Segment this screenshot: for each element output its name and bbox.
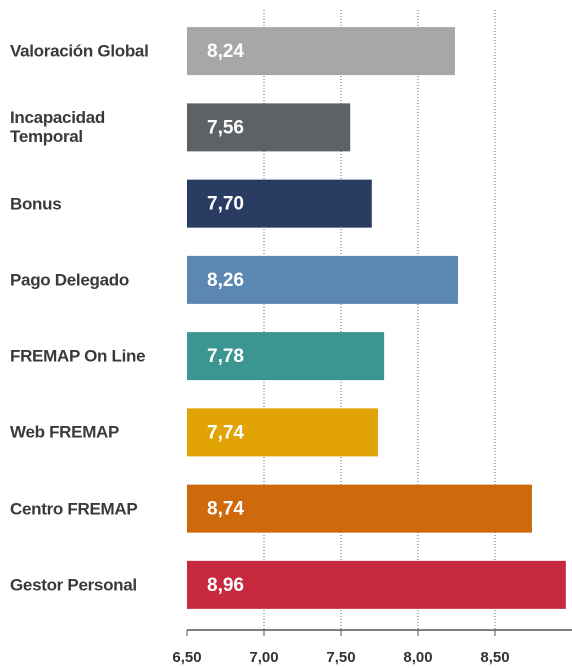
category-label: FREMAP On Line [10,346,146,366]
value-label: 7,74 [207,422,244,443]
value-label: 7,70 [207,194,244,215]
bar [187,332,385,381]
category-label: Valoración Global [10,41,149,61]
category-label: Centro FREMAP [10,499,138,519]
category-label: Pago Delegado [10,270,129,290]
bar [187,560,566,609]
value-label: 8,26 [207,270,244,291]
value-label: 8,74 [207,499,244,520]
x-tick-label: 6,50 [172,649,201,666]
bar [187,27,455,76]
bar [187,103,351,152]
value-label: 7,78 [207,346,244,367]
value-label: 7,56 [207,117,244,138]
x-tick-label: 8,50 [480,649,509,666]
bar [187,255,459,304]
x-tick-label: 7,00 [249,649,278,666]
x-tick-label: 8,00 [403,649,432,666]
value-label: 8,24 [207,41,244,62]
x-tick-label: 7,50 [326,649,355,666]
bar [187,408,378,457]
category-label: Bonus [10,194,62,214]
category-label: Gestor Personal [10,575,137,595]
bar [187,179,372,228]
value-label: 8,96 [207,575,244,596]
category-label: Incapacidad Temporal [10,108,105,147]
bar [187,484,532,533]
category-label: Web FREMAP [10,422,120,442]
